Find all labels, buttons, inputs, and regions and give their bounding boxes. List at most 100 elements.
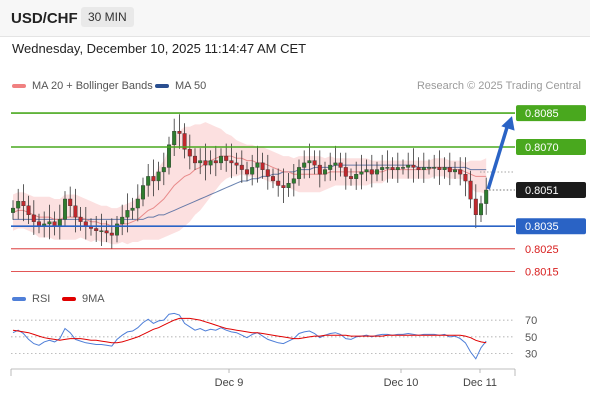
candle xyxy=(317,164,322,175)
level-label-3: 0.8025 xyxy=(525,244,559,256)
candle xyxy=(468,180,473,200)
candle xyxy=(125,210,130,218)
rsi-series-rsi xyxy=(12,312,487,360)
candle xyxy=(421,167,426,170)
candle xyxy=(390,167,395,170)
level-label-0: 0.8085 xyxy=(525,108,559,120)
candle xyxy=(213,160,218,164)
candle xyxy=(130,207,135,211)
candle xyxy=(260,162,265,170)
candle xyxy=(401,167,406,169)
bollinger-band xyxy=(13,122,487,245)
level-tag-1 xyxy=(516,139,586,155)
chart-header: USD/CHF 30 MIN xyxy=(0,0,590,37)
copyright-notice: Research © 2025 Trading Central xyxy=(416,80,581,92)
ma20-legend-swatch xyxy=(12,84,26,89)
candle xyxy=(281,185,286,188)
candle xyxy=(239,164,244,170)
projection-arrow-head xyxy=(501,116,515,131)
x-tick-label-1: Dec 10 xyxy=(384,377,419,389)
ma50-legend-label: MA 50 xyxy=(175,80,207,92)
candle xyxy=(349,176,354,179)
current-price-label: 0.8051 xyxy=(525,185,559,197)
candle xyxy=(473,198,478,216)
candle xyxy=(99,230,104,232)
ma9-legend-swatch xyxy=(62,297,76,302)
candle xyxy=(333,162,338,166)
candle xyxy=(406,164,411,168)
candle xyxy=(161,167,166,173)
candle xyxy=(47,221,52,225)
candle xyxy=(208,160,213,166)
rsi-tick-label-50: 50 xyxy=(525,332,537,344)
candle xyxy=(31,214,36,222)
candle xyxy=(229,160,234,164)
candle xyxy=(312,160,317,166)
candle xyxy=(10,207,15,213)
candle xyxy=(302,162,307,168)
candle xyxy=(416,167,421,170)
level-tag-0 xyxy=(516,105,586,122)
candle xyxy=(395,167,400,170)
candle xyxy=(68,198,73,207)
candle xyxy=(385,167,390,169)
candle xyxy=(453,169,458,173)
candle xyxy=(297,167,302,179)
candle xyxy=(203,160,208,166)
candle xyxy=(224,155,229,161)
candle xyxy=(338,162,343,168)
candle xyxy=(151,176,156,182)
rsi-series-9ma xyxy=(12,317,487,344)
candle xyxy=(192,155,197,164)
chart-timestamp: Wednesday, December 10, 2025 11:14:47 AM… xyxy=(12,41,307,56)
candle xyxy=(437,167,442,170)
current-price-tag xyxy=(516,182,586,198)
candle xyxy=(172,130,177,145)
candle xyxy=(255,162,260,168)
candle xyxy=(265,169,270,177)
ma20-line xyxy=(12,155,487,227)
candle xyxy=(73,205,78,218)
rsi-tick-label-30: 30 xyxy=(525,349,537,361)
candle xyxy=(364,169,369,173)
level-label-1: 0.8070 xyxy=(525,142,559,154)
candle xyxy=(276,180,281,186)
candle xyxy=(94,228,99,231)
candle xyxy=(140,185,145,200)
candle xyxy=(135,198,140,209)
candle xyxy=(354,173,359,179)
level-label-4: 0.8015 xyxy=(525,266,559,278)
candle xyxy=(271,176,276,182)
candle xyxy=(16,201,21,209)
legend-ma50: MA 50 xyxy=(155,80,206,92)
instrument-title: USD/CHF xyxy=(11,10,78,27)
ma50-legend-swatch xyxy=(155,84,169,89)
candle xyxy=(104,230,109,234)
candle xyxy=(484,189,489,204)
candle xyxy=(432,167,437,169)
candle xyxy=(218,155,223,164)
candle xyxy=(109,232,114,236)
candle xyxy=(375,169,380,175)
candle xyxy=(369,169,374,175)
candle xyxy=(166,144,171,168)
candle xyxy=(244,169,249,175)
candle xyxy=(343,167,348,177)
candle xyxy=(411,164,416,168)
projection-arrow-shaft xyxy=(486,123,510,190)
candle xyxy=(250,167,255,175)
timeframe-badge[interactable]: 30 MIN xyxy=(81,7,134,27)
legend-rsi: RSI xyxy=(12,293,50,305)
candle xyxy=(286,182,291,188)
legend-9ma: 9MA xyxy=(62,293,105,305)
x-tick-label-0: Dec 9 xyxy=(215,377,244,389)
candle xyxy=(447,167,452,173)
rsi-legend-label: RSI xyxy=(32,293,51,305)
candle xyxy=(146,176,151,186)
candle xyxy=(359,171,364,175)
legend-ma20: MA 20 + Bollinger Bands xyxy=(12,80,153,92)
candle xyxy=(78,216,83,222)
level-tag-2 xyxy=(516,218,586,235)
